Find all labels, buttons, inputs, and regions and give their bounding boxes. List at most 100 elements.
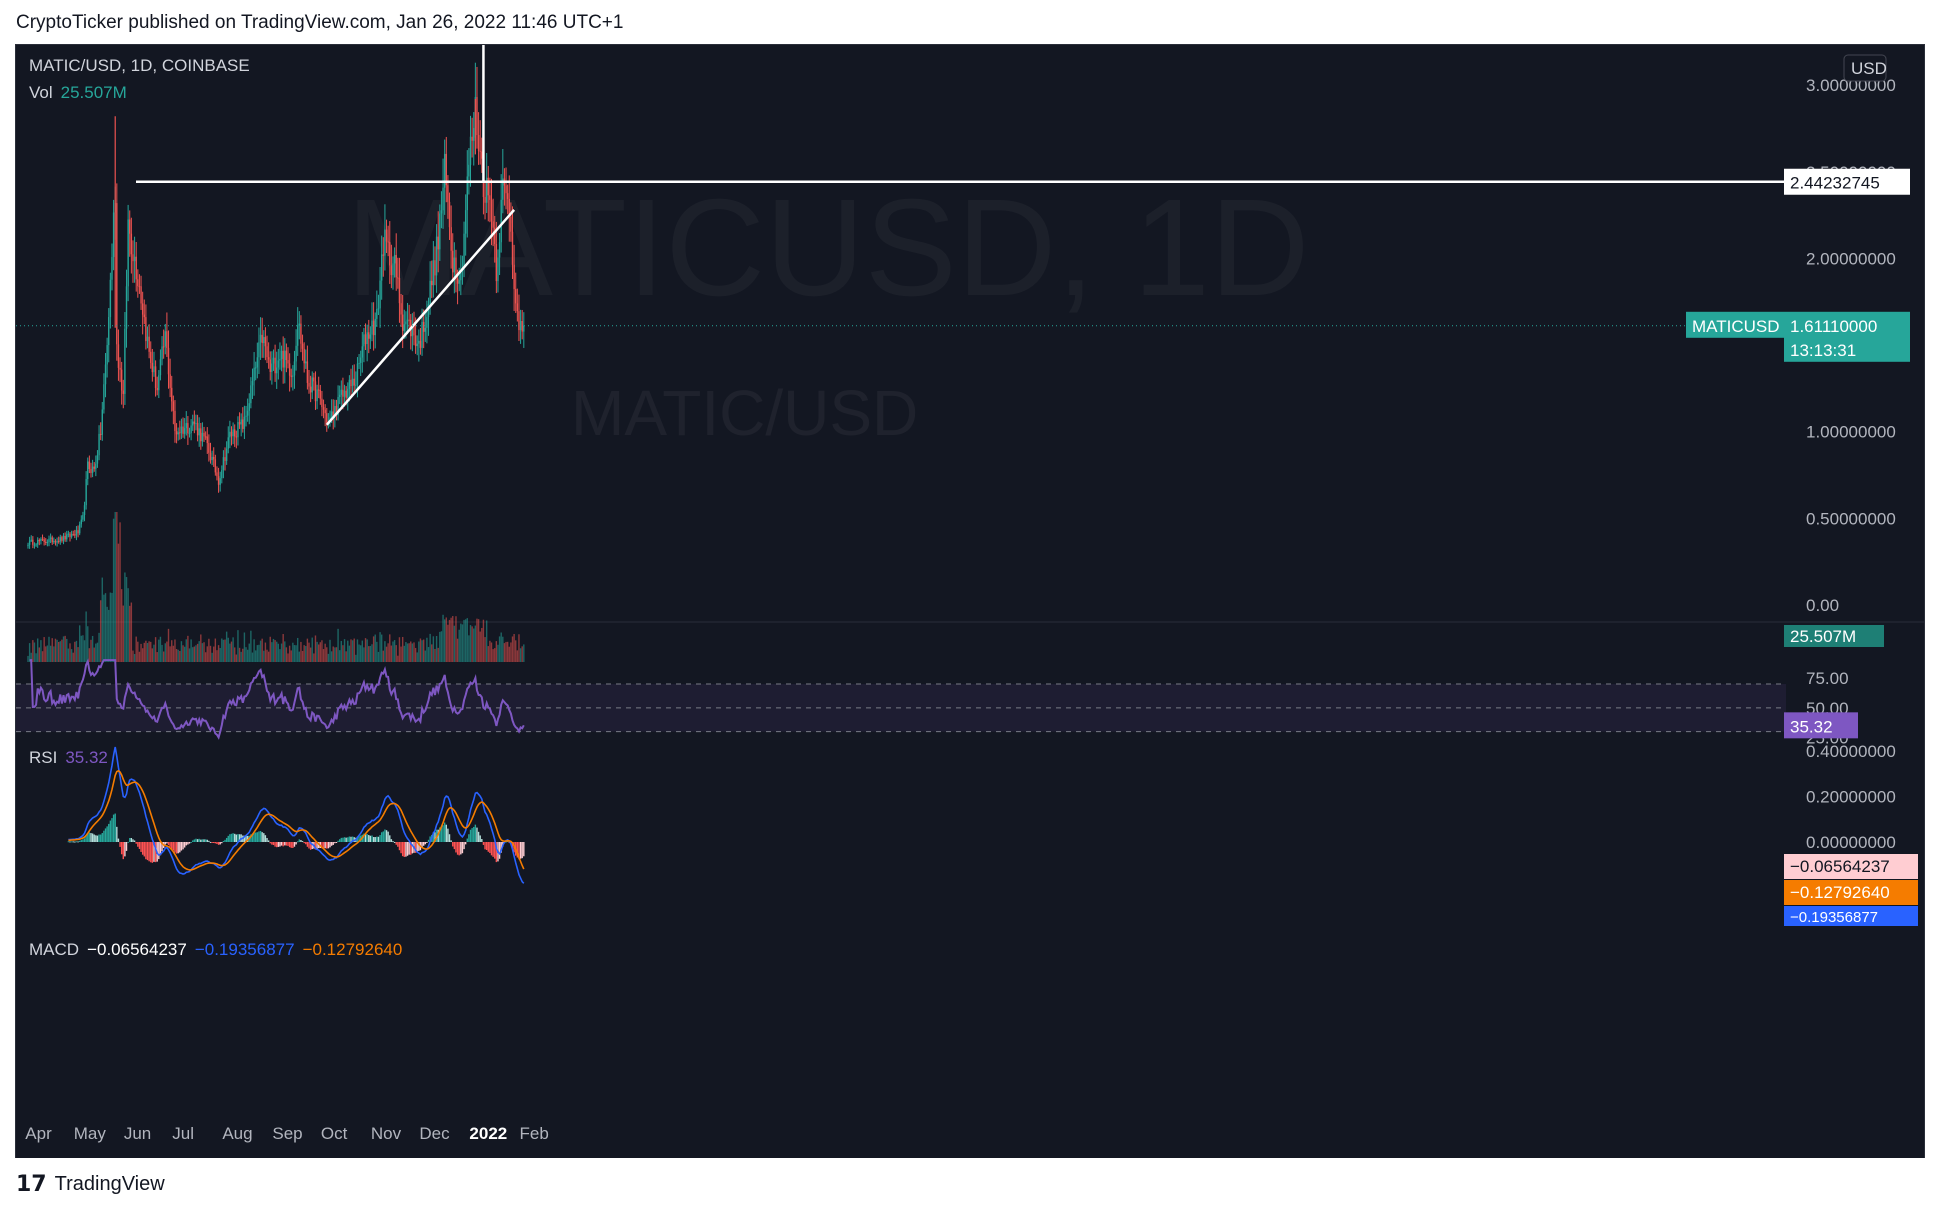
volume-bar (214, 638, 217, 662)
rsi-legend-label: RSI (29, 748, 58, 767)
candle-body (448, 201, 451, 228)
volume-bar (476, 618, 478, 662)
candle-body (280, 350, 283, 360)
candle-body (109, 279, 112, 318)
macd-histogram-bar (154, 842, 157, 863)
candle-body (171, 387, 173, 402)
candle-body (353, 378, 355, 386)
macd-histogram-bar (445, 824, 447, 842)
candle-body (104, 364, 107, 385)
macd-histogram-bar (158, 842, 160, 860)
macd-histogram-bar (422, 842, 425, 846)
candle-body (445, 153, 447, 186)
macd-histogram-bar (227, 835, 229, 842)
candle-body (495, 244, 498, 282)
volume-bar (379, 632, 381, 662)
candle-body (274, 357, 276, 374)
volume-bar (238, 647, 241, 662)
macd-histogram-bar (272, 842, 275, 846)
volume-bar (192, 647, 194, 662)
macd-histogram-bar (300, 839, 302, 842)
volume-bar (426, 637, 428, 662)
volume-bar (498, 636, 501, 662)
volume-bar (502, 636, 504, 662)
candle-body (242, 419, 244, 429)
candle-body (485, 177, 488, 203)
candle-body (434, 260, 436, 276)
candle-body (61, 537, 63, 541)
volume-bar (337, 628, 339, 662)
macd-histogram-bar (112, 814, 115, 842)
macd-histogram-bar (308, 842, 310, 849)
macd-histogram-bar (298, 839, 301, 842)
candle-body (466, 176, 468, 211)
tradingview-logo[interactable]: 17 TradingView (16, 1172, 165, 1197)
macd-histogram-bar (285, 842, 288, 846)
volume-bar (401, 636, 404, 662)
chart-frame[interactable]: MATICUSD, 1DMATIC/USD3.000000002.5000000… (15, 44, 1925, 1160)
candle-body (494, 227, 496, 245)
candle-body (83, 505, 86, 515)
macd-histogram-bar (376, 836, 378, 842)
candle-body (508, 198, 510, 217)
volume-bar (179, 650, 181, 662)
volume-bar (297, 637, 299, 662)
rsi-legend[interactable]: RSI 35.32 (29, 748, 108, 768)
candle-body (72, 534, 74, 536)
volume-legend[interactable]: Vol 25.507M (29, 83, 127, 103)
candle-body (190, 425, 192, 434)
candle-body (203, 432, 205, 437)
volume-bar (290, 650, 292, 662)
volume-bar (447, 624, 449, 662)
candle-body (358, 362, 360, 364)
macd-histogram-bar (256, 832, 259, 842)
macd-histogram-bar (167, 842, 170, 845)
volume-bar (458, 629, 460, 662)
candle-body (216, 472, 218, 477)
volume-bar (177, 649, 179, 662)
macd-histogram-bar (363, 833, 365, 842)
volume-bar (515, 640, 517, 662)
volume-bar (416, 652, 418, 662)
volume-bar (393, 640, 396, 662)
macd-histogram-bar (489, 842, 491, 854)
candle-body (279, 359, 281, 361)
volume-bar (431, 644, 433, 662)
candle-body (250, 385, 252, 404)
candle-body (162, 346, 165, 348)
macd-histogram-bar (206, 839, 208, 842)
volume-bar (288, 645, 291, 662)
macd-histogram-bar (234, 833, 236, 842)
volume-bar (361, 640, 364, 662)
volume-bar (389, 634, 391, 662)
macd-histogram-bar (274, 842, 276, 847)
macd-histogram-bar (183, 842, 186, 848)
candle-body (240, 419, 242, 425)
candle-body (345, 390, 347, 398)
candle-body (41, 538, 44, 540)
volume-bar (56, 639, 58, 662)
candle-body (127, 219, 129, 287)
macd-histogram-bar (187, 842, 189, 845)
macd-legend[interactable]: MACD −0.06564237 −0.19356877 −0.12792640 (29, 940, 402, 960)
chart-canvas[interactable]: MATICUSD, 1DMATIC/USD3.000000002.5000000… (16, 45, 1924, 1159)
candle-body (48, 538, 50, 542)
macd-histogram-bar (372, 837, 375, 842)
macd-histogram-bar (104, 828, 107, 842)
volume-bar (342, 645, 344, 662)
candle-body (518, 311, 520, 331)
macd-histogram-bar (201, 839, 204, 842)
macd-histogram-bar (243, 835, 246, 842)
macd-histogram-bar (345, 837, 347, 842)
macd-histogram-bar (385, 830, 388, 842)
candle-body (443, 153, 446, 188)
macd-histogram-bar (377, 836, 380, 842)
macd-histogram-bar (69, 841, 71, 843)
volume-bar (138, 651, 141, 662)
candle-body (468, 164, 470, 177)
candle-body (175, 431, 178, 435)
macd-histogram-bar (108, 823, 110, 842)
volume-bar (104, 593, 107, 662)
symbol-legend[interactable]: MATIC/USD, 1D, COINBASE (29, 56, 250, 75)
macd-histogram-bar (266, 838, 268, 842)
